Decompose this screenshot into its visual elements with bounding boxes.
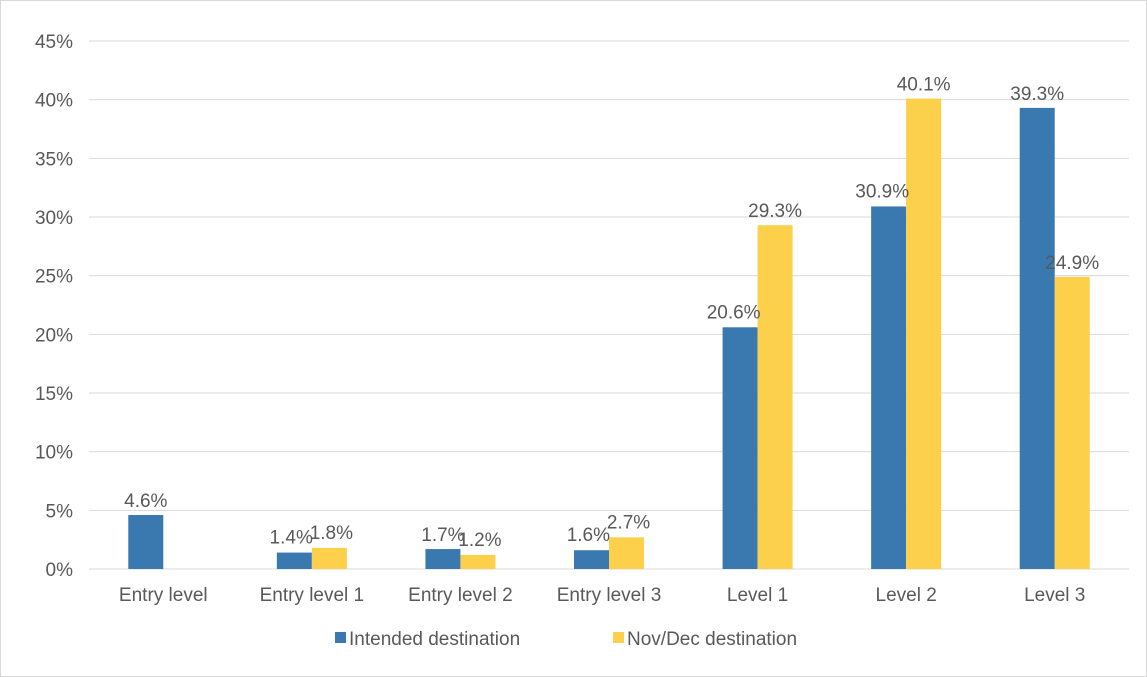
data-label: 30.9% xyxy=(855,181,909,202)
legend: Intended destination Nov/Dec destination xyxy=(335,629,797,650)
y-tick-label: 40% xyxy=(35,91,73,112)
legend-label: Intended destination xyxy=(349,629,520,650)
data-label: 1.6% xyxy=(567,525,610,546)
intended-destination-legend-swatch xyxy=(335,632,346,643)
y-tick-label: 45% xyxy=(35,32,73,53)
nov-dec-destination-bar xyxy=(757,225,793,570)
intended-destination-bar xyxy=(871,206,907,569)
nov-dec-destination-bar xyxy=(1054,276,1090,569)
y-tick-label: 15% xyxy=(35,384,73,405)
data-label: 20.6% xyxy=(707,302,761,323)
legend-label: Nov/Dec destination xyxy=(627,629,797,650)
data-label: 40.1% xyxy=(897,74,951,95)
nov-dec-destination-bar xyxy=(906,98,942,569)
x-tick-label: Level 2 xyxy=(876,585,937,606)
x-tick-label: Entry level 1 xyxy=(260,585,365,606)
data-label: 1.8% xyxy=(310,523,353,544)
nov-dec-destination-bar xyxy=(609,537,644,569)
x-tick-label: Level 3 xyxy=(1024,585,1085,606)
data-label: 4.6% xyxy=(124,491,167,512)
data-label: 29.3% xyxy=(748,201,802,222)
data-label: 39.3% xyxy=(1010,84,1064,105)
nov-dec-destination-bar xyxy=(460,554,496,569)
bars xyxy=(128,98,1090,570)
x-tick-label: Entry level xyxy=(119,585,208,606)
data-label: 1.4% xyxy=(270,528,313,549)
intended-destination-bar xyxy=(574,550,609,569)
data-label: 1.7% xyxy=(421,525,464,546)
y-tick-label: 20% xyxy=(35,325,73,346)
intended-destination-bar xyxy=(722,327,758,569)
x-tick-label: Level 1 xyxy=(727,585,788,606)
gridlines xyxy=(89,40,1129,570)
y-tick-label: 0% xyxy=(46,560,74,581)
nov-dec-destination-bar xyxy=(311,547,347,569)
x-tick-label: Entry level 3 xyxy=(557,585,662,606)
y-axis-tick-labels: 0% 5% 10% 15% 20% 25% 30% 35% 40% 45% xyxy=(35,32,73,581)
data-labels: 4.6% 1.4%1.8% 1.7%1.2% 1.6%2.7% 20.6% 29.3% 30… xyxy=(124,74,1099,550)
y-tick-label: 10% xyxy=(35,443,73,464)
y-tick-label: 25% xyxy=(35,267,73,288)
y-tick-label: 35% xyxy=(35,149,73,170)
y-tick-label: 30% xyxy=(35,208,73,229)
intended-destination-bar xyxy=(276,552,312,569)
x-axis-tick-labels: Entry level Entry level 1 Entry level 2 Ent… xyxy=(119,585,1085,606)
nov-dec-destination-legend-swatch xyxy=(613,632,624,643)
intended-destination-bar xyxy=(128,515,164,569)
data-label: 2.7% xyxy=(607,512,650,533)
x-tick-label: Entry level 2 xyxy=(408,585,513,606)
data-label: 24.9% xyxy=(1045,253,1099,274)
intended-destination-bar xyxy=(1019,107,1055,569)
intended-destination-bar xyxy=(425,549,461,569)
y-tick-label: 5% xyxy=(46,501,74,522)
data-label: 1.2% xyxy=(458,530,501,551)
